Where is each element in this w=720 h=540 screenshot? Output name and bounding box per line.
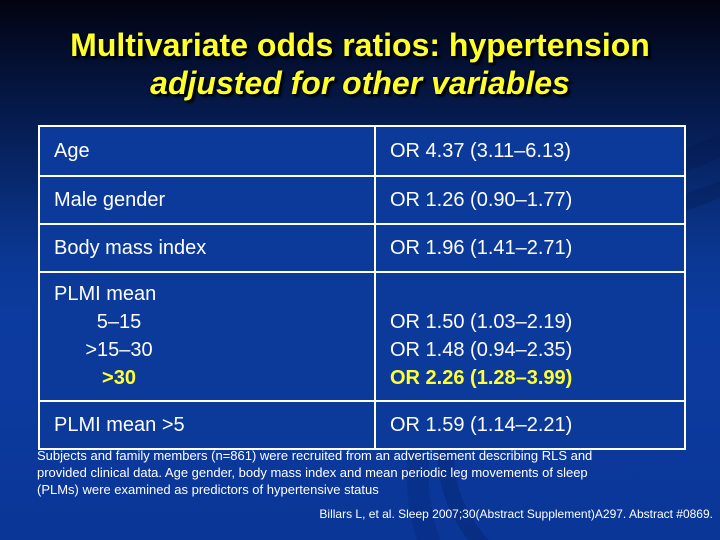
row-value: OR 4.37 (3.11–6.13) <box>374 125 686 177</box>
plmi-sub-label: 5–15 <box>96 311 142 333</box>
row-label: PLMI mean >5 <box>38 400 376 450</box>
footnote: Subjects and family members (n=861) were… <box>37 447 677 498</box>
odds-ratio-table: Age OR 4.37 (3.11–6.13) Male gender OR 1… <box>38 125 686 450</box>
plmi-group-label: PLMI mean <box>54 283 157 305</box>
plmi-sub-label: >15–30 <box>85 339 153 361</box>
table-row: Male gender OR 1.26 (0.90–1.77) <box>38 175 686 225</box>
footnote-line: Subjects and family members (n=861) were… <box>37 448 593 463</box>
row-value: OR 1.96 (1.41–2.71) <box>374 223 686 273</box>
table-row: Body mass index OR 1.96 (1.41–2.71) <box>38 223 686 273</box>
citation: Billars L, et al. Sleep 2007;30(Abstract… <box>319 507 713 521</box>
plmi-group-values-cell: OR 1.50 (1.03–2.19) OR 1.48 (0.94–2.35) … <box>374 271 686 402</box>
row-label: Male gender <box>38 175 376 225</box>
slide-title-line-1: Multivariate odds ratios: hypertension <box>70 27 650 63</box>
row-value: OR 1.26 (0.90–1.77) <box>374 175 686 225</box>
slide-title: Multivariate odds ratios: hypertension a… <box>0 26 720 102</box>
plmi-group-cell: PLMI mean 5–15 >15–30 >30 <box>38 271 376 402</box>
slide-title-line-2: adjusted for other variables <box>150 65 570 101</box>
footnote-line: (PLMs) were examined as predictors of hy… <box>37 482 379 497</box>
row-value: OR 1.59 (1.14–2.21) <box>374 400 686 450</box>
plmi-sub-value-highlighted: OR 2.26 (1.28–3.99) <box>390 367 573 389</box>
plmi-sub-label-highlighted: >30 <box>102 367 136 389</box>
row-label: Age <box>38 125 376 177</box>
table-row: Age OR 4.37 (3.11–6.13) <box>38 125 686 177</box>
plmi-sub-value: OR 1.50 (1.03–2.19) <box>390 311 573 333</box>
table-row: PLMI mean >5 OR 1.59 (1.14–2.21) <box>38 400 686 450</box>
blank-line <box>390 280 684 308</box>
footnote-line: provided clinical data. Age gender, body… <box>37 465 588 480</box>
row-label: Body mass index <box>38 223 376 273</box>
plmi-sub-value: OR 1.48 (0.94–2.35) <box>390 339 573 361</box>
table-row-plmi-group: PLMI mean 5–15 >15–30 >30 OR 1.50 (1.03–… <box>38 271 686 402</box>
